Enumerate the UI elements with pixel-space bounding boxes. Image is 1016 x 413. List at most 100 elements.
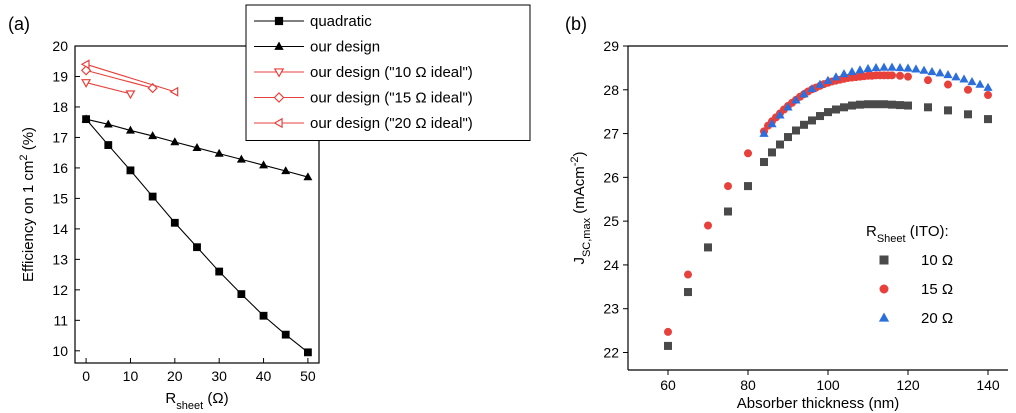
panel-a-legend: quadratic our design our design ("10 Ω ide… [245, 4, 531, 141]
x-tick-label: 30 [211, 368, 227, 384]
data-point [831, 105, 840, 114]
data-point [895, 63, 905, 72]
x-tick-label: 60 [660, 377, 676, 393]
data-point [823, 75, 833, 84]
data-point [919, 65, 929, 74]
legend-marker [879, 284, 889, 294]
panel-b-y-axis-label: JSC,max (mAcm-2) [569, 151, 593, 264]
data-point [683, 288, 692, 297]
data-point [967, 77, 977, 86]
data-point [259, 160, 269, 169]
data-point [923, 103, 932, 112]
series-line [85, 69, 153, 89]
data-point [192, 143, 202, 151]
panel-b-x-axis-label: Absorber thickness (nm) [737, 395, 900, 412]
data-point [759, 128, 769, 137]
legend-label: 10 Ω [921, 252, 953, 269]
data-point [125, 125, 135, 134]
data-point [80, 59, 90, 70]
x-tick-label: 10 [123, 368, 139, 384]
legend-marker [273, 68, 285, 78]
data-point [80, 65, 92, 76]
data-point [943, 70, 953, 79]
y-tick-label: 28 [603, 82, 619, 98]
data-point [879, 100, 888, 109]
data-point [959, 74, 969, 83]
data-point [783, 133, 792, 142]
panel-b-legend-title: RSheet (ITO): [866, 223, 949, 245]
data-point [879, 62, 889, 71]
data-point [855, 100, 864, 109]
data-point [170, 137, 180, 146]
y-tick-label: 23 [603, 301, 619, 317]
y-tick-label: 27 [603, 126, 619, 142]
data-point [723, 207, 732, 216]
data-point [807, 84, 817, 93]
data-point [975, 79, 985, 88]
data-point [847, 101, 856, 110]
data-point [81, 79, 92, 88]
x-tick-label: 50 [300, 368, 316, 384]
data-point [281, 330, 290, 339]
y-tick-label: 16 [52, 160, 68, 176]
data-point [887, 100, 896, 109]
panel-b-chart: (b) 60 80 100 120 140 22 23 24 25 26 27 28 29 Absorb… [565, 14, 1008, 412]
y-tick-label: 22 [603, 344, 619, 360]
legend-marker [878, 312, 890, 322]
panel-b-label: (b) [565, 14, 587, 34]
y-tick-label: 13 [52, 251, 68, 267]
data-point [791, 126, 800, 135]
data-point [863, 100, 872, 109]
panel-a-x-axis-label: Rsheet (Ω) [165, 390, 228, 412]
data-point [236, 154, 246, 163]
data-point [943, 80, 952, 89]
y-tick-label: 14 [52, 221, 68, 237]
data-point [943, 106, 952, 115]
panel-a-y-axis-label: Efficiency on 1 cm2 (%) [18, 127, 37, 282]
data-point [126, 166, 135, 175]
legend-marker [274, 16, 284, 26]
data-point [81, 114, 91, 123]
data-point [743, 182, 752, 191]
panel-a-plot-frame [74, 45, 320, 364]
data-point [823, 108, 832, 117]
y-tick-label: 19 [52, 68, 68, 84]
data-point [193, 243, 201, 252]
data-point [839, 69, 849, 78]
data-point [214, 148, 224, 157]
data-point [963, 110, 972, 119]
data-point [815, 79, 825, 88]
data-point [983, 91, 992, 100]
data-point [683, 270, 692, 279]
data-point [215, 267, 224, 276]
y-tick-label: 18 [52, 99, 68, 115]
data-point [895, 71, 904, 80]
data-point [759, 158, 768, 167]
data-point [799, 89, 809, 98]
y-tick-label: 26 [603, 169, 619, 185]
series-line [85, 118, 309, 353]
data-point [148, 192, 157, 201]
data-point [935, 68, 945, 77]
data-point [799, 120, 808, 129]
series-line [85, 82, 131, 95]
data-point [791, 95, 801, 104]
y-tick-label: 15 [52, 190, 68, 206]
data-point [775, 140, 784, 149]
legend-marker [879, 255, 889, 265]
y-tick-label: 29 [603, 38, 619, 54]
data-point [703, 243, 712, 252]
data-point [903, 72, 912, 81]
data-point [983, 115, 992, 124]
y-tick-label: 10 [52, 343, 68, 359]
data-point [723, 182, 732, 191]
x-tick-label: 40 [256, 368, 272, 384]
data-point [663, 341, 672, 350]
legend-marker [273, 92, 285, 103]
series-line [85, 63, 175, 93]
data-point [783, 102, 793, 111]
legend-label: our design ("10 Ω ideal") [310, 64, 473, 81]
panel-a-label: (a) [8, 14, 30, 34]
data-point [304, 348, 312, 357]
